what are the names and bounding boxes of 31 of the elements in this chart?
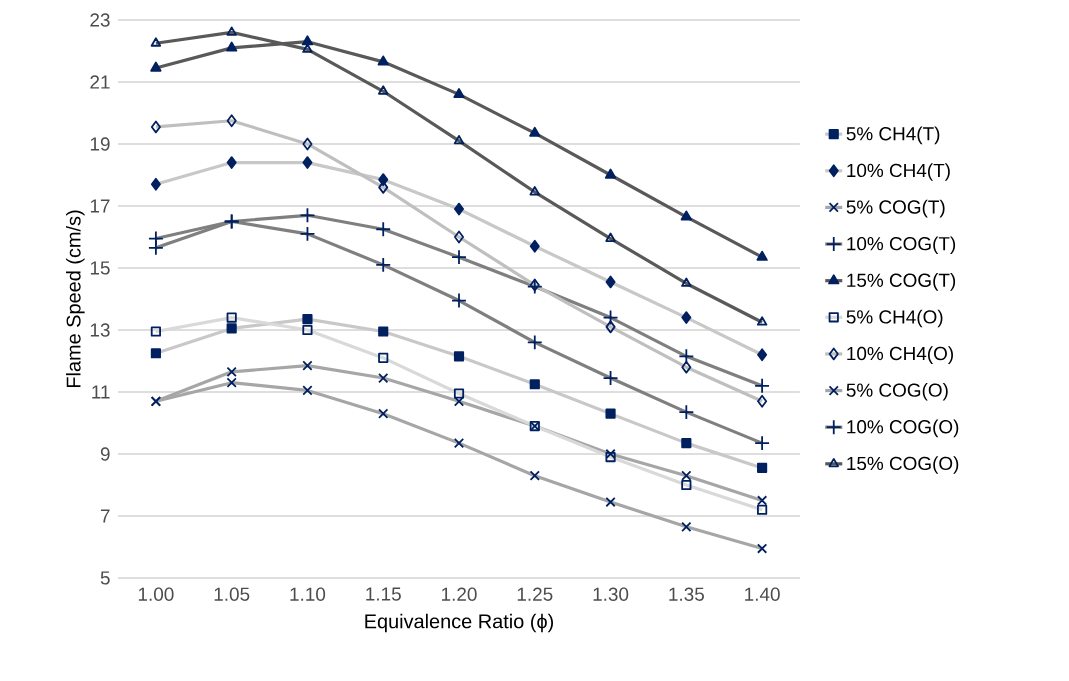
y-tick-label: 5 <box>100 571 110 585</box>
legend-label: 10% COG(O) <box>847 419 959 438</box>
y-tick-label: 17 <box>90 199 110 213</box>
x-tick-label: 1.10 <box>290 587 326 601</box>
y-tick-label: 21 <box>90 75 110 89</box>
x-axis-title: Equivalence Ratio (ϕ) <box>365 613 554 633</box>
legend-label: 10% CH4(O) <box>847 346 953 364</box>
legend-label: 5% COG(O) <box>846 382 948 401</box>
legend-label: 10% COG(T) <box>847 236 956 255</box>
x-tick-label: 1.05 <box>214 587 250 601</box>
y-tick-label: 13 <box>90 323 110 337</box>
y-axis-title: Flame Speed (cm/s) <box>66 210 85 388</box>
y-tick-label: 7 <box>100 509 110 523</box>
x-tick-label: 1.30 <box>593 587 629 601</box>
y-tick-label: 9 <box>100 447 110 461</box>
y-tick-label: 19 <box>90 137 110 151</box>
y-tick-label: 11 <box>92 385 110 399</box>
y-tick-label: 15 <box>90 261 110 275</box>
legend-label: 15% COG(O) <box>847 456 959 474</box>
x-tick-label: 1.00 <box>138 587 174 601</box>
legend-label: 10% CH4(T) <box>847 163 950 181</box>
legend-label: 5% COG(T) <box>846 199 945 218</box>
x-tick-label: 1.40 <box>745 587 780 601</box>
x-tick-label: 1.25 <box>517 587 553 601</box>
x-tick-label: 1.20 <box>442 587 477 601</box>
legend-label: 5% CH4(T) <box>846 126 940 145</box>
x-tick-label: 1.35 <box>669 587 704 601</box>
y-tick-label: 23 <box>90 13 110 27</box>
legend-label: 5% CH4(O) <box>846 309 943 328</box>
legend-label: 15% COG(T) <box>847 273 956 291</box>
x-tick-label: 1.15 <box>366 587 401 601</box>
